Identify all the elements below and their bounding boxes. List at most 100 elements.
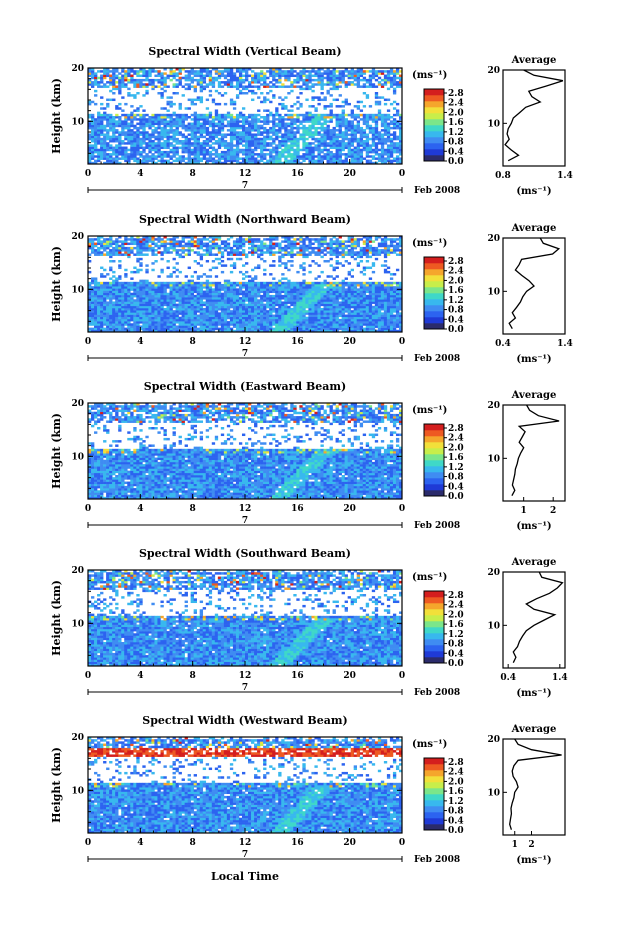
heatmap-cell xyxy=(188,133,191,135)
heatmap-cell xyxy=(251,142,254,144)
heatmap-cell xyxy=(97,136,100,138)
heatmap-cell xyxy=(182,140,185,142)
heatmap-cell xyxy=(290,81,293,83)
heatmap-cell xyxy=(203,114,206,116)
heatmap-cell xyxy=(284,79,287,81)
heatmap-cell xyxy=(342,123,345,125)
heatmap-cell xyxy=(188,142,191,144)
heatmap-cell xyxy=(94,123,97,125)
heatmap-cell xyxy=(188,323,191,325)
heatmap-cell xyxy=(242,114,245,116)
heatmap-cell xyxy=(167,75,170,77)
heatmap-cell xyxy=(393,79,396,81)
heatmap-cell xyxy=(188,325,191,327)
heatmap-cell xyxy=(94,83,97,85)
heatmap-cell xyxy=(130,310,133,312)
heatmap-cell xyxy=(263,247,266,249)
heatmap-cell xyxy=(317,70,320,72)
heatmap-cell xyxy=(224,70,227,72)
heatmap-cell xyxy=(179,319,182,321)
heatmap-cell xyxy=(372,72,375,74)
heatmap-cell xyxy=(218,131,221,133)
heatmap-cell xyxy=(200,253,203,255)
heatmap-cell xyxy=(139,317,142,319)
heatmap-cell xyxy=(281,277,284,279)
heatmap-cell xyxy=(363,157,366,159)
heatmap-cell xyxy=(179,131,182,133)
heatmap-cell xyxy=(296,151,299,153)
heatmap-cell xyxy=(163,116,166,118)
heatmap-cell xyxy=(188,308,191,310)
heatmap-cell xyxy=(136,131,139,133)
heatmap-cell xyxy=(91,83,94,85)
heatmap-cell xyxy=(103,297,106,299)
heatmap-cell xyxy=(157,153,160,155)
heatmap-cell xyxy=(163,321,166,323)
heatmap-cell xyxy=(124,77,127,79)
heatmap-cell xyxy=(233,77,236,79)
heatmap-cell xyxy=(127,81,130,83)
heatmap-cell xyxy=(257,328,260,330)
heatmap-cell xyxy=(212,297,215,299)
heatmap-cell xyxy=(151,282,154,284)
heatmap-cell xyxy=(124,275,127,277)
heatmap-cell xyxy=(260,157,263,159)
heatmap-cell xyxy=(257,301,260,303)
heatmap-cell xyxy=(185,319,188,321)
heatmap-cell xyxy=(127,140,130,142)
heatmap-cell xyxy=(124,151,127,153)
heatmap-cell xyxy=(327,72,330,74)
heatmap-cell xyxy=(103,149,106,151)
heatmap-cell xyxy=(342,79,345,81)
heatmap-cell xyxy=(109,306,112,308)
heatmap-cell xyxy=(100,304,103,306)
heatmap-cell xyxy=(248,138,251,140)
heatmap-cell xyxy=(278,79,281,81)
heatmap-cell xyxy=(275,149,278,151)
heatmap-cell xyxy=(396,142,399,144)
heatmap-cell xyxy=(194,138,197,140)
heatmap-cell xyxy=(97,83,100,85)
heatmap-cell xyxy=(142,323,145,325)
heatmap-cell xyxy=(103,249,106,251)
heatmap-cell xyxy=(163,325,166,327)
heatmap-cell xyxy=(257,77,260,79)
heatmap-cell xyxy=(317,77,320,79)
heatmap-cell xyxy=(393,125,396,127)
heatmap-cell xyxy=(173,249,176,251)
heatmap-cell xyxy=(170,301,173,303)
heatmap-cell xyxy=(112,304,115,306)
heatmap-cell xyxy=(351,123,354,125)
heatmap-cell xyxy=(185,118,188,120)
heatmap-cell xyxy=(360,75,363,77)
heatmap-cell xyxy=(194,260,197,262)
heatmap-cell xyxy=(296,153,299,155)
heatmap-cell xyxy=(151,238,154,240)
heatmap-cell xyxy=(209,138,212,140)
heatmap-cell xyxy=(257,155,260,157)
heatmap-cell xyxy=(281,295,284,297)
heatmap-cell xyxy=(94,312,97,314)
heatmap-cell xyxy=(363,147,366,149)
heatmap-cell xyxy=(251,123,254,125)
heatmap-cell xyxy=(200,306,203,308)
heatmap-cell xyxy=(245,129,248,131)
heatmap-cell xyxy=(336,120,339,122)
heatmap-cell xyxy=(203,116,206,118)
heatmap-cell xyxy=(330,81,333,83)
heatmap-cell xyxy=(218,85,221,87)
heatmap-cell xyxy=(278,151,281,153)
heatmap-cell xyxy=(227,85,230,87)
heatmap-cell xyxy=(236,325,239,327)
heatmap-cell xyxy=(145,293,148,295)
heatmap-cell xyxy=(160,127,163,129)
heatmap-cell xyxy=(130,284,133,286)
heatmap-cell xyxy=(227,245,230,247)
day-label: 7 xyxy=(242,181,248,191)
heatmap-cell xyxy=(200,240,203,242)
heatmap-cell xyxy=(160,94,163,96)
heatmap-cell xyxy=(112,131,115,133)
heatmap-cell xyxy=(145,92,148,94)
heatmap-cell xyxy=(266,123,269,125)
heatmap-cell xyxy=(372,136,375,138)
